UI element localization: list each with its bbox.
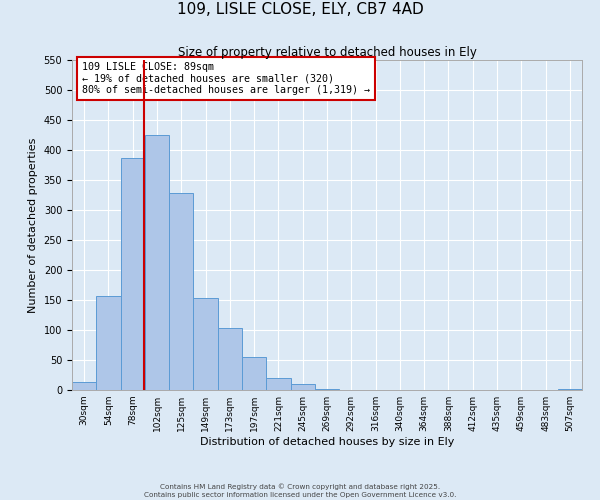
Bar (266, 378, 290, 390)
X-axis label: Distribution of detached houses by size in Ely: Distribution of detached houses by size … (200, 437, 454, 447)
Y-axis label: Number of detached properties: Number of detached properties (28, 138, 38, 312)
Text: 109, LISLE CLOSE, ELY, CB7 4AD: 109, LISLE CLOSE, ELY, CB7 4AD (176, 2, 424, 18)
Bar (121, 158, 145, 390)
Text: 109 LISLE CLOSE: 89sqm
← 19% of detached houses are smaller (320)
80% of semi-de: 109 LISLE CLOSE: 89sqm ← 19% of detached… (82, 62, 370, 95)
Bar (169, 193, 193, 390)
Bar (72, 382, 96, 390)
Bar (242, 357, 266, 390)
Bar (193, 298, 218, 390)
Title: Size of property relative to detached houses in Ely: Size of property relative to detached ho… (178, 46, 476, 59)
Bar (290, 384, 315, 390)
Bar (558, 389, 582, 390)
Text: Contains HM Land Registry data © Crown copyright and database right 2025.
Contai: Contains HM Land Registry data © Crown c… (144, 484, 456, 498)
Bar (315, 389, 339, 390)
Bar (218, 328, 242, 390)
Bar (145, 135, 169, 390)
Bar (96, 296, 121, 390)
